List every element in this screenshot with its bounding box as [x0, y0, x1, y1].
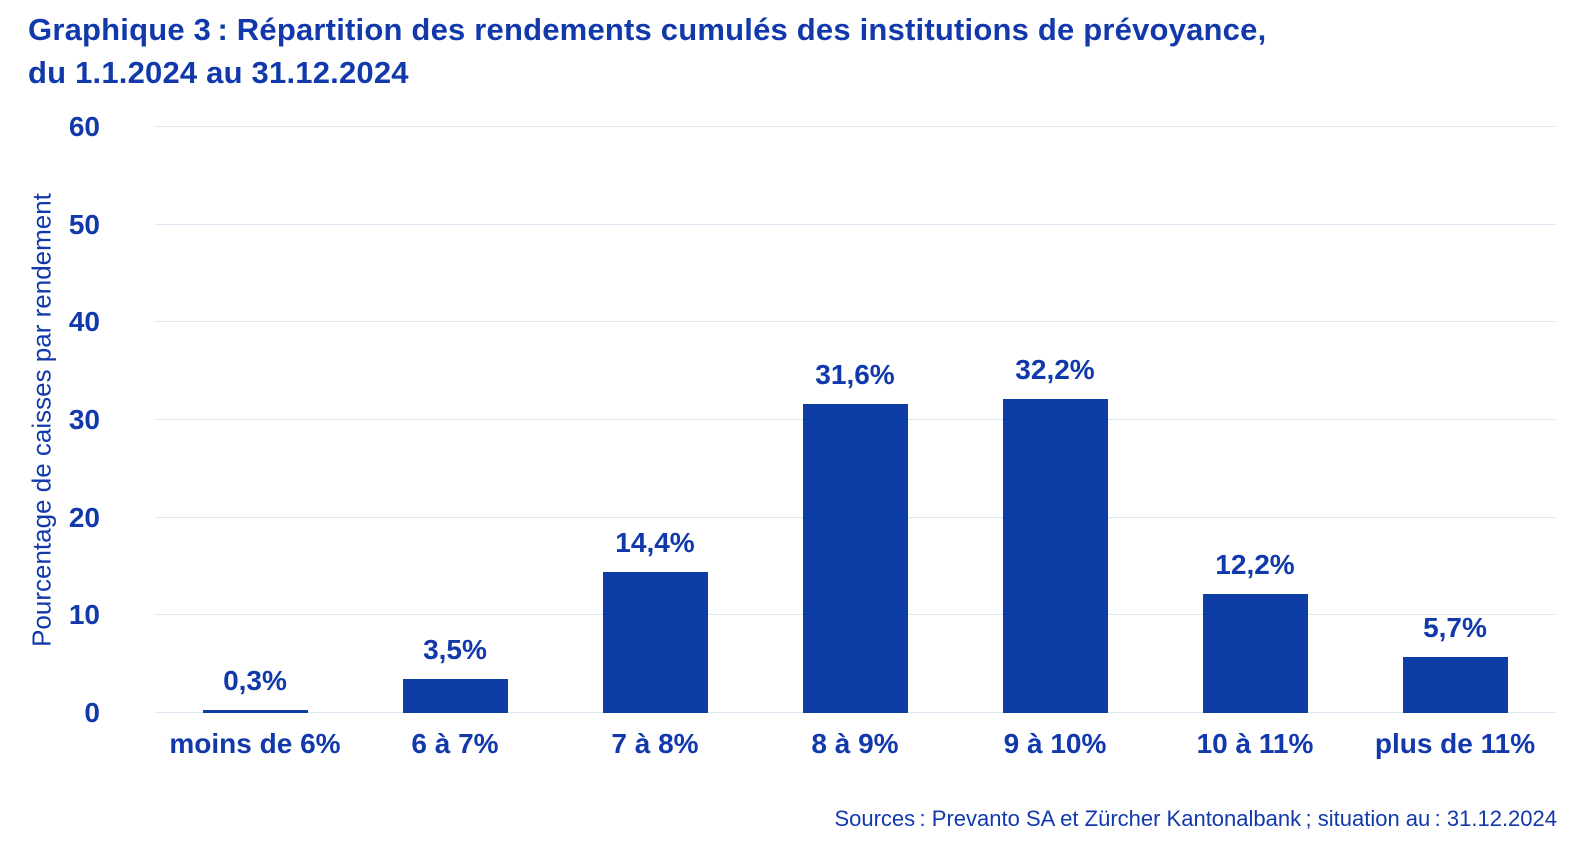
- bar: [802, 404, 908, 713]
- bar-value-label: 31,6%: [815, 359, 895, 391]
- x-axis-category-label: moins de 6%: [169, 728, 341, 759]
- bar-slot: 31,6%: [755, 127, 955, 713]
- y-tick-label-20: 20: [68, 501, 100, 533]
- bar-value-label: 12,2%: [1215, 548, 1295, 580]
- bar-value-label: 5,7%: [1423, 612, 1487, 644]
- bar: [1202, 593, 1308, 713]
- y-tick-label-0: 0: [84, 697, 100, 728]
- bar: [1402, 657, 1508, 713]
- y-tick-label-40: 40: [68, 306, 100, 338]
- bar-value-label: 3,5%: [423, 633, 487, 665]
- bar-slot: 5,7%: [1355, 127, 1555, 713]
- bar-value-label: 14,4%: [615, 527, 695, 559]
- gridline-40: [155, 321, 1555, 323]
- x-axis-category-label: 8 à 9%: [811, 728, 899, 759]
- chart-title-line2: du 1.1.2024 au 31.12.2024: [28, 55, 409, 90]
- y-tick-label-10: 10: [68, 599, 100, 631]
- chart-title-line1: Graphique 3 : Répartition des rendements…: [28, 12, 1267, 47]
- bar-series: 0,3% 3,5% 14,4% 31,6% 32,2% 12,2% 5,7%: [155, 127, 1555, 713]
- x-axis-category-label: 9 à 10%: [1003, 728, 1107, 759]
- gridline-50: [155, 223, 1555, 225]
- bar: [602, 572, 708, 713]
- bar-slot: 3,5%: [355, 127, 555, 713]
- bar-slot: 14,4%: [555, 127, 755, 713]
- source-note: Sources : Prevanto SA et Zürcher Kantona…: [834, 806, 1557, 831]
- x-axis-category-label: 10 à 11%: [1196, 728, 1314, 759]
- y-tick-label-50: 50: [68, 208, 100, 240]
- bar: [202, 710, 308, 713]
- bar: [402, 678, 508, 713]
- x-axis-labels: moins de 6% 6 à 7% 7 à 8% 8 à 9% 9 à 10% 10 à…: [155, 728, 1555, 760]
- bar-slot: 0,3%: [155, 127, 355, 713]
- bar-value-label: 32,2%: [1015, 353, 1095, 385]
- x-axis-category-label: 6 à 7%: [411, 728, 499, 759]
- plot-area: 0 10 20 30 40 50 60 0,3% 3,5% 14,4% 31,6% 32,2% 12,…: [69, 111, 1555, 728]
- chart-title: Graphique 3 : Répartition des rendements…: [28, 8, 1266, 94]
- y-tick-label-30: 30: [68, 404, 100, 435]
- bar-value-label: 0,3%: [223, 665, 287, 696]
- x-axis-category-label: plus de 11%: [1374, 728, 1536, 759]
- bar-slot: 12,2%: [1155, 127, 1355, 713]
- x-axis-category-label: 7 à 8%: [611, 728, 699, 759]
- bar: [1002, 398, 1108, 713]
- y-tick-label-60: 60: [68, 111, 100, 142]
- gridline-60: [155, 126, 1555, 127]
- y-axis-label: Pourcentage de caisses par rendement: [26, 193, 57, 647]
- bar-slot: 32,2%: [955, 127, 1155, 713]
